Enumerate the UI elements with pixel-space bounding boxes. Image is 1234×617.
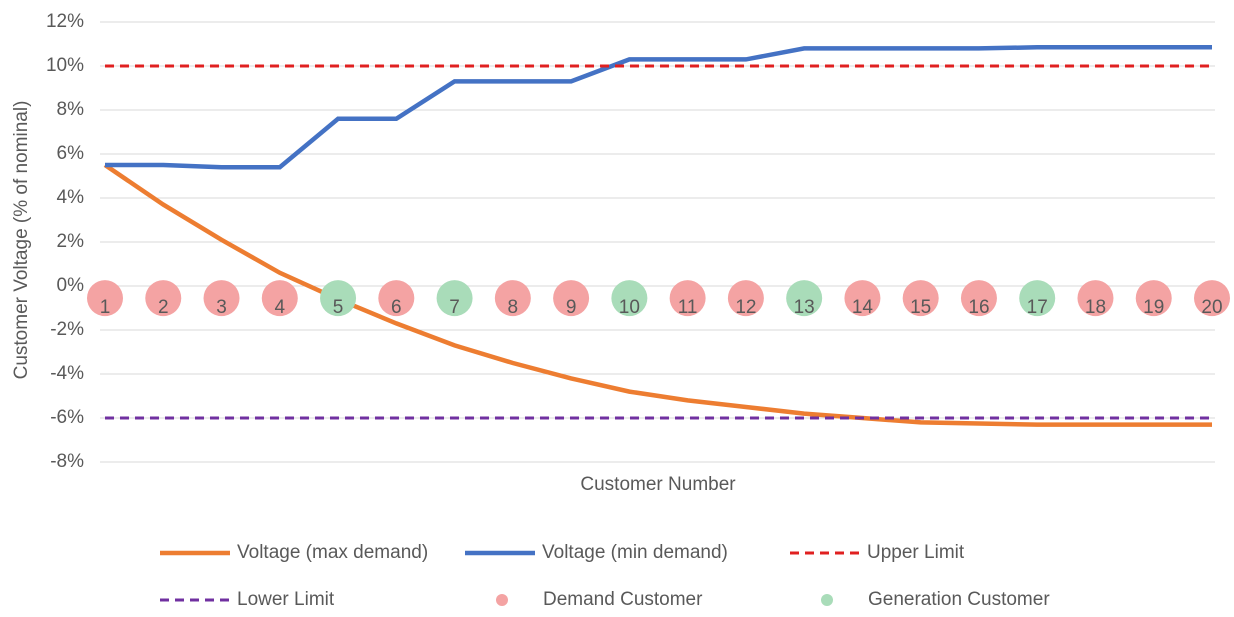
legend-swatch [821, 594, 833, 606]
category-label: 20 [1201, 297, 1222, 318]
customer-marker [378, 280, 415, 317]
category-label: 1 [100, 297, 111, 318]
category-label: 6 [391, 297, 402, 318]
category-label: 19 [1143, 297, 1164, 318]
customer-marker [494, 280, 531, 317]
y-tick-label: 6% [57, 143, 85, 164]
legend-label: Generation Customer [868, 589, 1050, 610]
legend-label: Voltage (max demand) [237, 542, 428, 563]
customer-marker [960, 280, 997, 317]
customer-marker [203, 280, 240, 317]
y-tick-label: 12% [46, 11, 84, 32]
y-axis-label: Customer Voltage (% of nominal) [11, 101, 32, 380]
customer-marker [786, 280, 823, 317]
customer-marker [87, 280, 123, 317]
category-label: 17 [1027, 297, 1048, 318]
customer-marker [902, 280, 939, 317]
category-label: 11 [678, 297, 698, 318]
customer-marker [727, 280, 764, 317]
customer-marker [1135, 280, 1172, 317]
category-label: 10 [619, 297, 640, 318]
y-tick-label: 10% [46, 55, 84, 76]
customer-marker [261, 280, 298, 317]
customer-marker [553, 280, 590, 317]
category-label: 7 [449, 297, 460, 318]
y-tick-label: -2% [50, 319, 84, 340]
category-label: 16 [968, 297, 989, 318]
x-axis-label: Customer Number [580, 474, 736, 495]
category-label: 3 [216, 297, 227, 318]
series-line [103, 163, 1212, 427]
customer-marker [669, 280, 706, 317]
category-label: 12 [735, 297, 756, 318]
customer-marker [436, 280, 473, 317]
y-tick-label: -8% [50, 451, 84, 472]
y-tick-label: -6% [50, 407, 84, 428]
category-label: 9 [566, 297, 577, 318]
legend-label: Voltage (min demand) [542, 542, 728, 563]
category-label: 8 [508, 297, 519, 318]
series-line [105, 45, 1212, 170]
legend-swatch [496, 594, 508, 606]
customer-marker [320, 280, 357, 317]
customer-marker [1077, 280, 1114, 317]
legend-label: Upper Limit [867, 542, 965, 563]
y-tick-label: -4% [50, 363, 84, 384]
customer-marker [1194, 280, 1230, 317]
legend-label: Demand Customer [543, 589, 703, 610]
y-tick-label: 0% [57, 275, 85, 296]
y-tick-label: 4% [57, 187, 85, 208]
y-tick-label: 2% [57, 231, 85, 252]
legend-label: Lower Limit [237, 589, 335, 610]
customer-marker [611, 280, 648, 317]
category-label: 15 [910, 297, 931, 318]
category-label: 14 [852, 297, 874, 318]
category-label: 4 [275, 297, 286, 318]
category-label: 5 [333, 297, 344, 318]
customer-marker [844, 280, 881, 317]
category-label: 18 [1085, 297, 1106, 318]
category-label: 13 [794, 297, 815, 318]
category-label: 2 [158, 297, 169, 318]
customer-marker [1019, 280, 1056, 317]
y-tick-label: 8% [57, 99, 85, 120]
customer-marker [145, 280, 182, 317]
